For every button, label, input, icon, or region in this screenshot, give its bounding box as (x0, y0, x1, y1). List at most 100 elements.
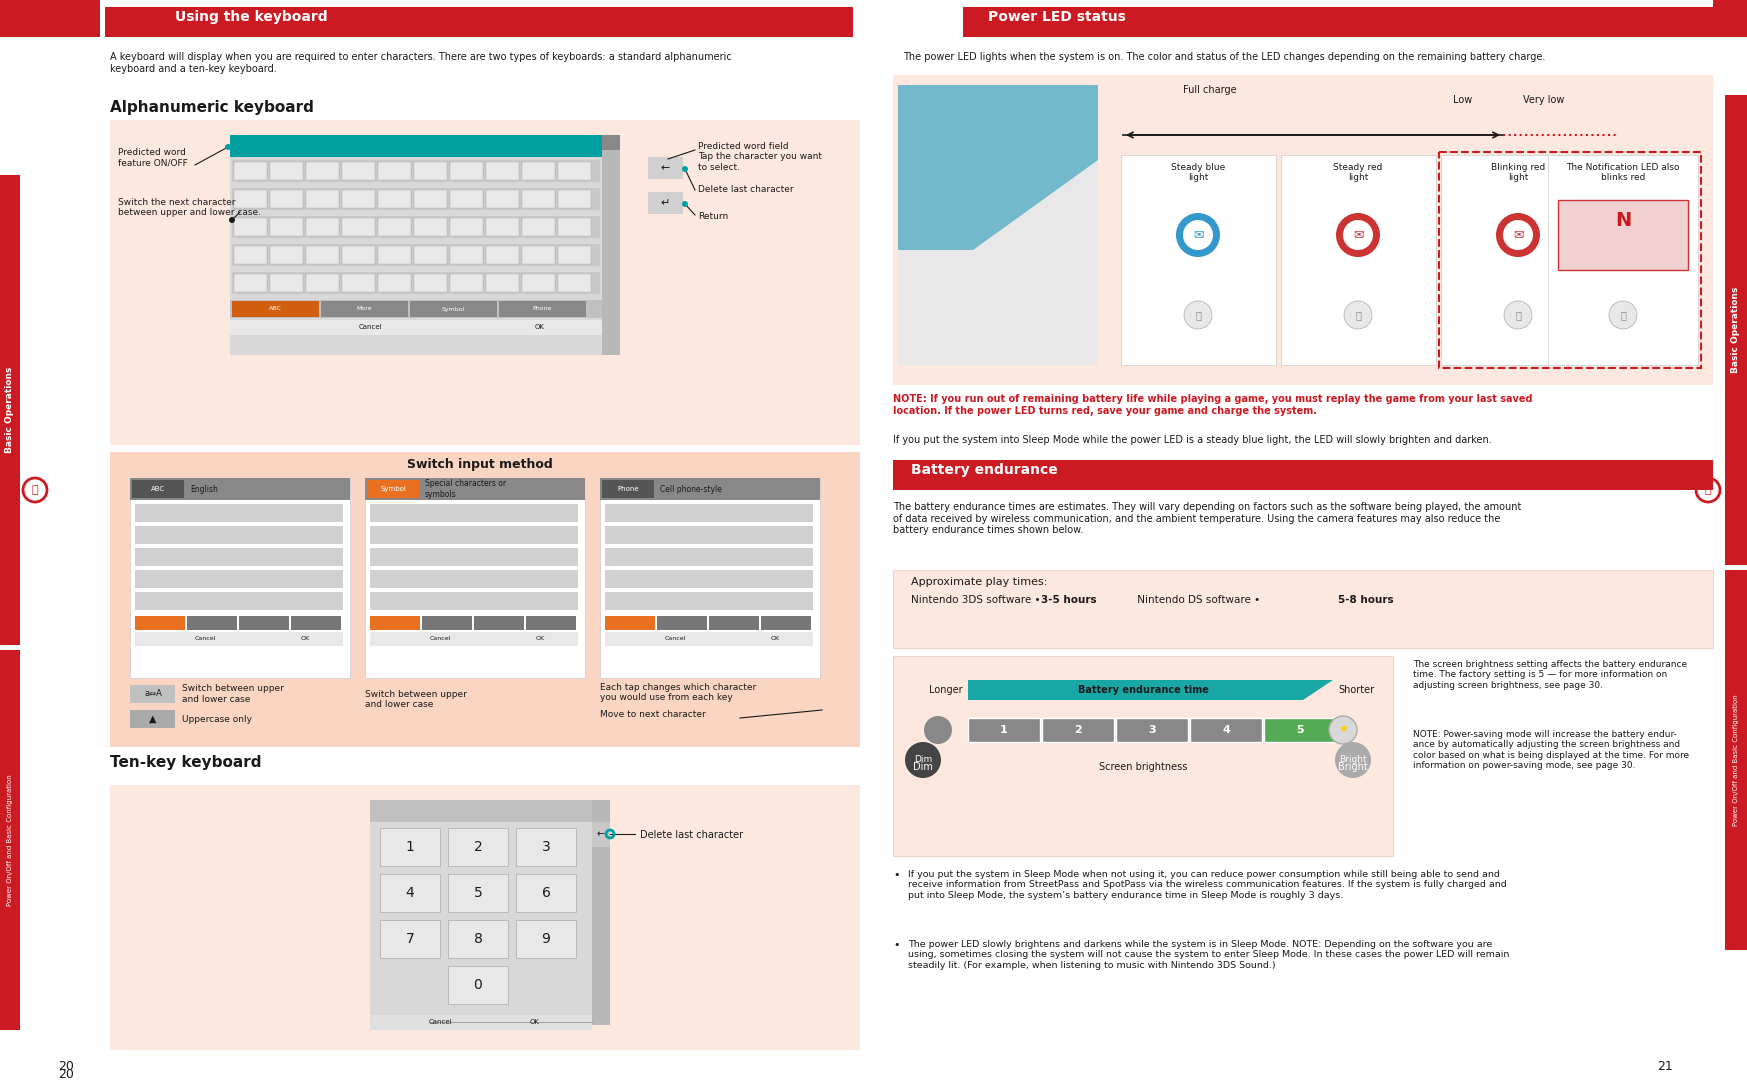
Text: 4: 4 (405, 886, 414, 900)
Text: Each tap changes which character
you would use from each key: Each tap changes which character you wou… (599, 683, 756, 703)
Text: Symbol: Symbol (381, 487, 405, 492)
Bar (447, 920, 508, 958)
Circle shape (229, 217, 236, 223)
Bar (526, 616, 577, 630)
Bar (968, 718, 1039, 742)
Bar (603, 135, 620, 150)
Bar (414, 274, 447, 292)
Bar (0, 0, 100, 37)
Bar (129, 685, 175, 703)
Bar (232, 244, 599, 266)
Bar (135, 616, 185, 630)
Bar (342, 247, 376, 264)
Circle shape (1504, 301, 1532, 329)
Text: Switch input method: Switch input method (407, 458, 552, 471)
Polygon shape (968, 680, 1333, 700)
Bar (414, 190, 447, 209)
Circle shape (924, 716, 952, 744)
Text: Phone: Phone (533, 306, 552, 312)
Bar (522, 162, 556, 180)
Text: ABC: ABC (150, 487, 164, 492)
Bar (486, 274, 519, 292)
Text: Cancel: Cancel (194, 636, 215, 642)
Bar (557, 218, 590, 236)
Bar (129, 478, 349, 678)
Circle shape (1335, 742, 1371, 778)
Bar (515, 828, 577, 866)
Bar (135, 592, 342, 610)
Bar (631, 146, 830, 435)
Bar (604, 548, 812, 566)
Bar (234, 247, 267, 264)
Bar (648, 192, 683, 214)
Bar (592, 800, 610, 1025)
Bar (599, 478, 819, 500)
Text: Delete last character: Delete last character (639, 830, 742, 839)
Text: Symbol: Symbol (442, 306, 465, 312)
Text: 8: 8 (473, 932, 482, 946)
Text: Switch between upper
and lower case: Switch between upper and lower case (182, 684, 283, 704)
Text: 0: 0 (473, 978, 482, 992)
Circle shape (1329, 716, 1357, 744)
Bar (370, 526, 578, 544)
Text: ▲: ▲ (148, 714, 157, 724)
Circle shape (1502, 220, 1534, 250)
Text: Battery endurance time: Battery endurance time (1078, 685, 1209, 695)
Bar (370, 616, 419, 630)
Text: ⏻: ⏻ (1619, 310, 1626, 320)
Circle shape (1343, 220, 1373, 250)
Bar (1714, 0, 1747, 37)
Bar (135, 504, 342, 522)
Bar (232, 216, 599, 238)
Bar (381, 874, 440, 912)
Bar (342, 218, 376, 236)
Text: Ten-key keyboard: Ten-key keyboard (110, 755, 262, 770)
Bar (604, 526, 812, 544)
Text: 21: 21 (1658, 1060, 1674, 1073)
Bar (342, 190, 376, 209)
Bar (370, 800, 592, 822)
Bar (557, 247, 590, 264)
Text: OK: OK (535, 636, 545, 642)
Text: The Notification LED also
blinks red: The Notification LED also blinks red (1567, 163, 1681, 182)
Bar (234, 162, 267, 180)
Bar (377, 162, 411, 180)
Bar (893, 570, 1714, 648)
Bar (1122, 155, 1275, 365)
Bar (135, 526, 342, 544)
Text: •: • (893, 940, 900, 950)
Text: The power LED slowly brightens and darkens while the system is in Sleep Mode. NO: The power LED slowly brightens and darke… (908, 940, 1509, 970)
Text: The battery endurance times are estimates. They will vary depending on factors s: The battery endurance times are estimate… (893, 502, 1522, 535)
Text: Approximate play times:: Approximate play times: (910, 577, 1048, 588)
Text: Basic Operations: Basic Operations (1731, 287, 1740, 374)
Bar (342, 274, 376, 292)
Text: ✉: ✉ (1193, 228, 1204, 241)
Bar (231, 135, 620, 355)
Text: Dim: Dim (914, 756, 933, 765)
Text: ⏻: ⏻ (1515, 310, 1522, 320)
Text: Battery endurance: Battery endurance (910, 463, 1057, 477)
Bar (451, 274, 482, 292)
Bar (365, 478, 585, 500)
Text: Cancel: Cancel (428, 1019, 452, 1025)
Text: 6: 6 (542, 886, 550, 900)
Bar (271, 162, 302, 180)
Circle shape (225, 144, 231, 150)
Text: 3: 3 (1148, 725, 1157, 735)
Text: Basic Operations: Basic Operations (5, 367, 14, 453)
Bar (231, 320, 603, 334)
Text: Cancel: Cancel (664, 636, 685, 642)
Text: 2: 2 (473, 839, 482, 854)
Bar (893, 460, 1714, 490)
Bar (377, 218, 411, 236)
Text: N: N (1614, 211, 1632, 229)
Bar (515, 920, 577, 958)
Bar (370, 548, 578, 566)
Bar (1441, 155, 1597, 365)
Text: 5-8 hours: 5-8 hours (1338, 595, 1394, 605)
Bar (306, 218, 339, 236)
Bar (1558, 200, 1688, 270)
Text: •: • (893, 870, 900, 880)
Circle shape (905, 742, 942, 778)
Bar (1281, 155, 1436, 365)
